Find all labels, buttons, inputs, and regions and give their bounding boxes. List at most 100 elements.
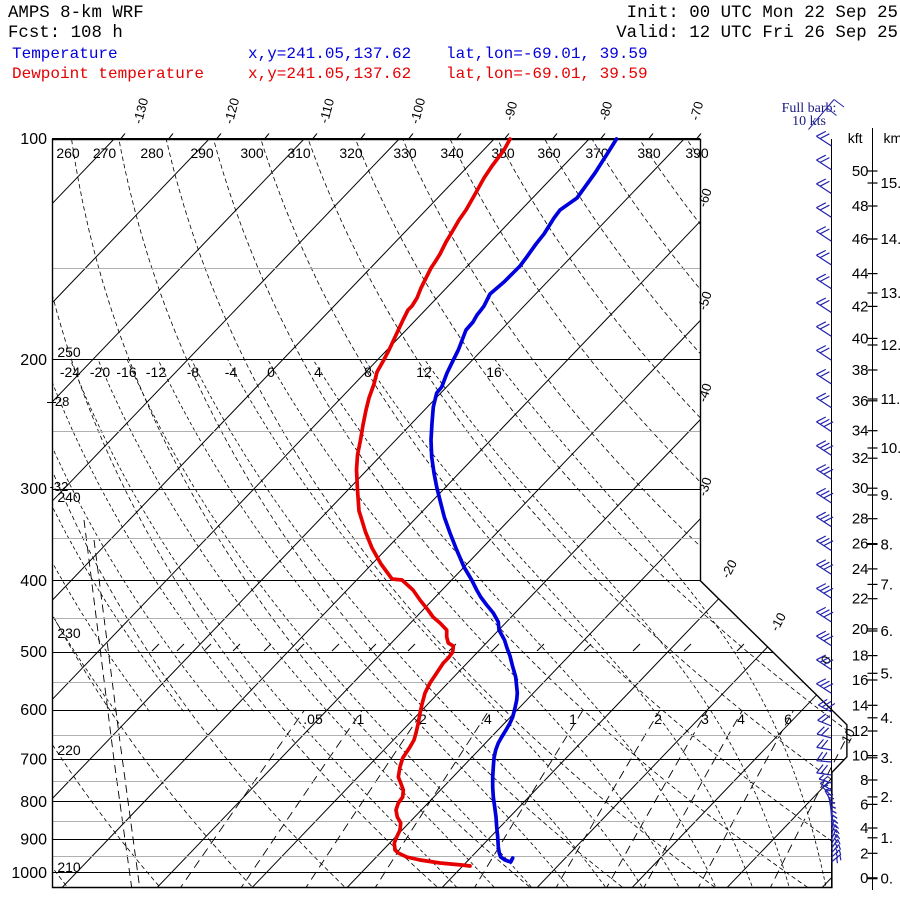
svg-text:8: 8 (364, 364, 372, 380)
svg-text:12.: 12. (881, 337, 900, 354)
svg-text:3.: 3. (881, 750, 894, 767)
svg-text:kft: kft (848, 130, 863, 146)
svg-text:lat,lon=-69.01, 39.59: lat,lon=-69.01, 39.59 (446, 45, 648, 63)
svg-text:38: 38 (852, 362, 869, 379)
svg-text:-28: -28 (51, 394, 70, 409)
svg-text:32: 32 (852, 450, 869, 467)
svg-text:x,y=241.05,137.62: x,y=241.05,137.62 (248, 65, 411, 83)
svg-text:Valid: 12 UTC Fri 26 Sep 25: Valid: 12 UTC Fri 26 Sep 25 (616, 24, 898, 43)
svg-text:.1: .1 (353, 711, 365, 727)
svg-text:20: 20 (852, 621, 869, 638)
svg-text:.4: .4 (480, 711, 492, 727)
svg-text:10: 10 (852, 748, 869, 765)
svg-text:300: 300 (20, 481, 47, 498)
svg-text:700: 700 (20, 751, 47, 768)
svg-text:6: 6 (860, 796, 868, 813)
svg-text:250: 250 (57, 344, 81, 360)
svg-text:900: 900 (20, 831, 47, 848)
svg-text:3: 3 (701, 711, 709, 727)
svg-text:x,y=241.05,137.62: x,y=241.05,137.62 (248, 45, 411, 63)
svg-text:12: 12 (416, 364, 432, 380)
svg-text:-12: -12 (146, 364, 166, 380)
svg-text:210: 210 (57, 859, 81, 875)
svg-text:2: 2 (654, 711, 662, 727)
svg-text:Init: 00 UTC Mon 22 Sep 25: Init: 00 UTC Mon 22 Sep 25 (627, 4, 898, 23)
svg-text:.05: .05 (303, 711, 323, 727)
svg-text:40: 40 (852, 330, 869, 347)
svg-text:50: 50 (852, 163, 869, 180)
svg-text:270: 270 (93, 145, 117, 161)
svg-text:220: 220 (57, 742, 81, 758)
svg-text:8: 8 (860, 772, 868, 789)
svg-text:30: 30 (852, 480, 869, 497)
svg-text:390: 390 (685, 145, 709, 161)
svg-text:Fcst: 108 h: Fcst: 108 h (8, 24, 123, 43)
svg-text:13.: 13. (881, 285, 900, 302)
svg-text:4.: 4. (881, 710, 894, 727)
svg-text:500: 500 (20, 644, 47, 661)
svg-text:4: 4 (860, 820, 868, 837)
svg-text:1000: 1000 (11, 865, 47, 882)
svg-text:44: 44 (852, 266, 869, 283)
svg-text:14.: 14. (881, 231, 900, 248)
svg-text:22: 22 (852, 591, 869, 608)
svg-text:600: 600 (20, 702, 47, 719)
svg-text:230: 230 (57, 625, 81, 641)
svg-text:-16: -16 (116, 364, 136, 380)
svg-text:300: 300 (240, 145, 264, 161)
svg-text:260: 260 (56, 145, 80, 161)
svg-text:-20: -20 (90, 364, 110, 380)
svg-text:0: 0 (267, 364, 275, 380)
svg-text:10 kts: 10 kts (792, 114, 826, 129)
svg-text:2: 2 (860, 845, 868, 862)
svg-text:16: 16 (486, 364, 502, 380)
svg-text:6: 6 (784, 711, 792, 727)
svg-text:Temperature: Temperature (12, 45, 118, 63)
svg-text:-32: -32 (50, 479, 69, 494)
svg-text:km: km (884, 130, 900, 146)
svg-text:400: 400 (20, 573, 47, 590)
svg-text:1.: 1. (881, 830, 894, 847)
svg-text:200: 200 (20, 352, 47, 369)
svg-text:0.: 0. (881, 871, 894, 888)
svg-text:46: 46 (852, 231, 869, 248)
svg-text:AMPS 8-km WRF: AMPS 8-km WRF (8, 4, 144, 23)
svg-text:16: 16 (852, 672, 869, 689)
svg-text:12: 12 (852, 723, 869, 740)
svg-text:330: 330 (393, 145, 417, 161)
svg-text:8.: 8. (881, 536, 894, 553)
svg-text:10.: 10. (881, 440, 900, 457)
svg-text:800: 800 (20, 794, 47, 811)
svg-text:280: 280 (140, 145, 164, 161)
svg-text:360: 360 (537, 145, 561, 161)
svg-text:4: 4 (314, 364, 322, 380)
svg-text:320: 320 (339, 145, 363, 161)
svg-text:-4: -4 (225, 364, 238, 380)
svg-text:15.: 15. (881, 175, 900, 192)
svg-text:1: 1 (569, 711, 577, 727)
svg-text:28: 28 (852, 511, 869, 528)
svg-text:290: 290 (190, 145, 214, 161)
svg-text:0: 0 (860, 870, 868, 887)
svg-text:2.: 2. (881, 789, 894, 806)
svg-text:24: 24 (852, 561, 869, 578)
svg-text:9.: 9. (881, 487, 894, 504)
svg-text:310: 310 (287, 145, 311, 161)
svg-text:11.: 11. (881, 391, 900, 408)
svg-text:7.: 7. (881, 576, 894, 593)
svg-text:100: 100 (20, 131, 47, 148)
svg-text:Dewpoint temperature: Dewpoint temperature (12, 65, 204, 83)
svg-text:34: 34 (852, 423, 869, 440)
svg-text:-8: -8 (187, 364, 200, 380)
svg-text:4: 4 (737, 711, 745, 727)
svg-text:380: 380 (637, 145, 661, 161)
svg-text:340: 340 (440, 145, 464, 161)
svg-text:-24: -24 (60, 364, 80, 380)
svg-text:36: 36 (852, 393, 869, 410)
svg-text:18: 18 (852, 648, 869, 665)
svg-text:5.: 5. (881, 665, 894, 682)
svg-text:14: 14 (852, 697, 869, 714)
svg-text:48: 48 (852, 198, 869, 215)
svg-text:6.: 6. (881, 623, 894, 640)
svg-text:42: 42 (852, 298, 869, 315)
